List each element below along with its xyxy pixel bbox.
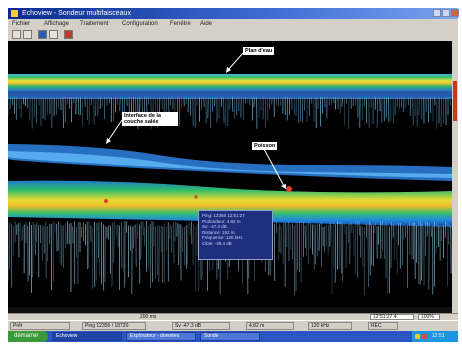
taskbar-item[interactable]: Sonde [200,332,260,341]
maximize-button[interactable] [442,9,450,17]
status-cell: REC [368,322,398,330]
title-bar: Echoview - Sondeur multifaisceaux [8,8,459,19]
taskbar-item[interactable]: Echoview [52,332,122,341]
zoom-in-icon[interactable] [12,30,21,39]
time-field[interactable]: 12:51:27.4 [370,314,414,320]
time-scale-label: 200 ms [140,314,157,320]
horizontal-scrollbar[interactable]: 200 ms 12:51:27.4 100% [8,313,458,321]
menu-item-view[interactable]: Affichage [44,21,69,27]
ping-icon[interactable] [49,30,58,39]
status-cell: 4.82 m [246,322,294,330]
grid-icon[interactable] [38,30,47,39]
menu-item-window[interactable]: Fenêtre [170,21,191,27]
annotation-fish: Poisson [252,142,278,150]
red-tool-icon[interactable] [64,30,73,39]
ping-info-panel: Ping: 12356 12:51:27 Profondeur: 4.82 m … [198,210,273,260]
annotation-salt-interface: Interface de la couche salée [122,112,178,126]
window-title: Echoview - Sondeur multifaisceaux [22,10,131,17]
status-cell: 120 kHz [308,322,352,330]
info-line: Profondeur: 4.82 m [202,218,241,224]
status-cell: Sv -47.3 dB [172,322,230,330]
system-tray: 12:51 [412,331,458,342]
info-line: Sv: -47.3 dB [202,224,227,230]
vertical-scrollbar[interactable] [452,41,458,313]
menu-item-help[interactable]: Aide [200,21,213,27]
menu-bar: Fichier Affichage Traitement Configurati… [8,19,458,29]
status-cell: Ping 12356 / 18720 [82,322,146,330]
status-bar: Prêt Ping 12356 / 18720 Sv -47.3 dB 4.82… [8,320,458,331]
minimize-button[interactable] [433,9,441,17]
menu-item-processing[interactable]: Traitement [80,21,109,27]
close-button[interactable] [451,9,459,17]
app-icon [11,10,18,17]
info-line: Fréquence: 120 kHz [202,235,243,241]
info-line: Cible: -38.4 dB [202,240,232,246]
start-label: démarrer [14,333,39,339]
info-line: Ping: 12356 12:51:27 [202,213,245,218]
zoom-field[interactable]: 100% [418,314,440,320]
menu-item-file[interactable]: Fichier [12,21,31,27]
echogram-display[interactable] [8,41,452,313]
clock: 12:51 [432,333,445,339]
tray-network-icon[interactable] [415,334,420,339]
annotation-water-surface: Plan d'eau [243,47,275,55]
scrollbar-thumb[interactable] [453,81,457,121]
start-button[interactable]: démarrer [8,331,48,342]
zoom-out-icon[interactable] [23,30,32,39]
status-cell: Prêt [10,322,70,330]
info-line: Distance: 152 m [202,229,235,235]
menu-item-configuration[interactable]: Configuration [122,21,158,27]
taskbar-item[interactable]: Explorateur - données [126,332,196,341]
tray-alert-icon[interactable] [422,334,427,339]
taskbar: démarrer Echoview Explorateur - données … [8,331,458,342]
